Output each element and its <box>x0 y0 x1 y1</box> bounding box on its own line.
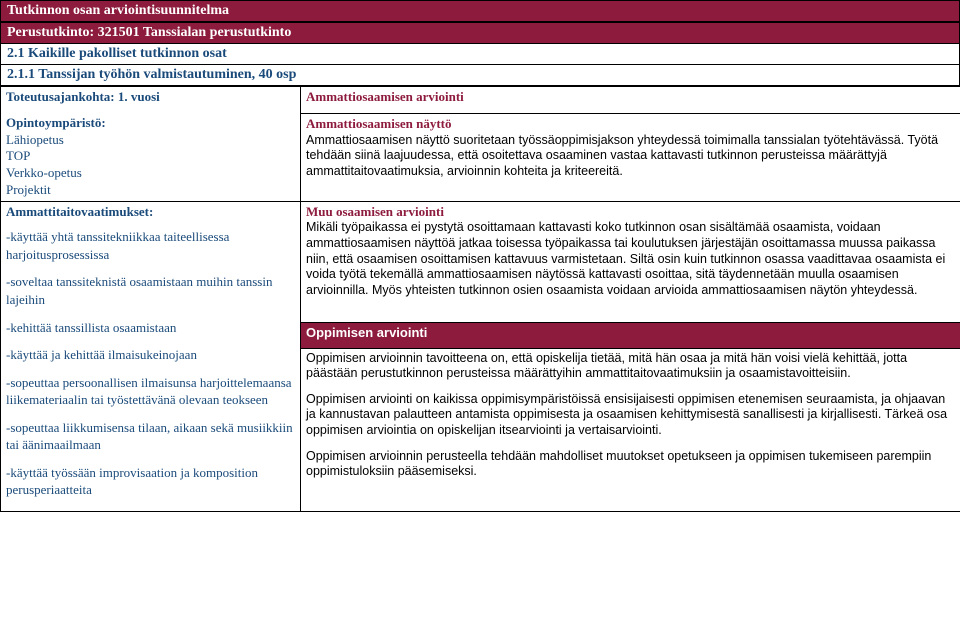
header-subsection: 2.1.1 Tanssijan työhön valmistautuminen,… <box>0 65 960 86</box>
req-item: -soveltaa tanssiteknistä osaamistaan mui… <box>6 273 295 308</box>
env-list: Lähiopetus TOP Verkko-opetus Projektit <box>6 132 295 200</box>
req-item: -käyttää työssään improvisaation ja komp… <box>6 464 295 499</box>
timing-cell: Toteutusajankohta: 1. vuosi Opintoympäri… <box>1 87 301 202</box>
header-degree: Perustutkinto: 321501 Tanssialan perustu… <box>0 22 960 44</box>
requirements-cell: Ammattitaitovaatimukset: -käyttää yhtä t… <box>1 202 301 512</box>
document-page: Tutkinnon osan arviointisuunnitelma Peru… <box>0 0 960 512</box>
demo-text: Ammattiosaamisen näyttö suoritetaan työs… <box>306 133 955 180</box>
content-table: Toteutusajankohta: 1. vuosi Opintoympäri… <box>0 86 960 512</box>
req-item: -kehittää tanssillista osaamistaan <box>6 319 295 337</box>
env-label: Opintoympäristö: <box>6 115 295 131</box>
learning-heading-cell: Oppimisen arviointi <box>301 322 960 348</box>
env-item: Verkko-opetus <box>6 165 295 182</box>
other-text: Mikäli työpaikassa ei pystytä osoittamaa… <box>306 220 955 298</box>
assess-heading-cell: Ammattiosaamisen arviointi <box>301 87 960 114</box>
req-item: -käyttää yhtä tanssitekniikkaa taiteelli… <box>6 228 295 263</box>
timing-value: 1. vuosi <box>118 89 160 104</box>
env-item: Projektit <box>6 182 295 199</box>
req-label: Ammattitaitovaatimukset: <box>6 204 295 220</box>
other-assess-cell: Muu osaamisen arviointi Mikäli työpaikas… <box>301 202 960 323</box>
req-list: -käyttää yhtä tanssitekniikkaa taiteelli… <box>6 228 295 499</box>
demo-cell: Ammattiosaamisen näyttö Ammattiosaamisen… <box>301 114 960 202</box>
learn-label: Oppimisen arviointi <box>306 325 427 340</box>
env-item: TOP <box>6 148 295 165</box>
req-item: -käyttää ja kehittää ilmaisukeinojaan <box>6 346 295 364</box>
learn-p2: Oppimisen arviointi on kaikissa oppimisy… <box>306 392 955 439</box>
demo-label: Ammattiosaamisen näyttö <box>306 116 955 132</box>
learn-p3: Oppimisen arvioinnin perusteella tehdään… <box>306 449 955 480</box>
learning-body-cell: Oppimisen arvioinnin tavoitteena on, ett… <box>301 348 960 511</box>
req-item: -sopeuttaa persoonallisen ilmaisunsa har… <box>6 374 295 409</box>
header-title: Tutkinnon osan arviointisuunnitelma <box>0 0 960 22</box>
other-label: Muu osaamisen arviointi <box>306 204 955 220</box>
req-item: -sopeuttaa liikkumisensa tilaan, aikaan … <box>6 419 295 454</box>
assess-label: Ammattiosaamisen arviointi <box>306 89 464 104</box>
header-section: 2.1 Kaikille pakolliset tutkinnon osat <box>0 44 960 65</box>
timing-label: Toteutusajankohta: <box>6 89 115 104</box>
learn-p1: Oppimisen arvioinnin tavoitteena on, ett… <box>306 351 955 382</box>
env-item: Lähiopetus <box>6 132 295 149</box>
